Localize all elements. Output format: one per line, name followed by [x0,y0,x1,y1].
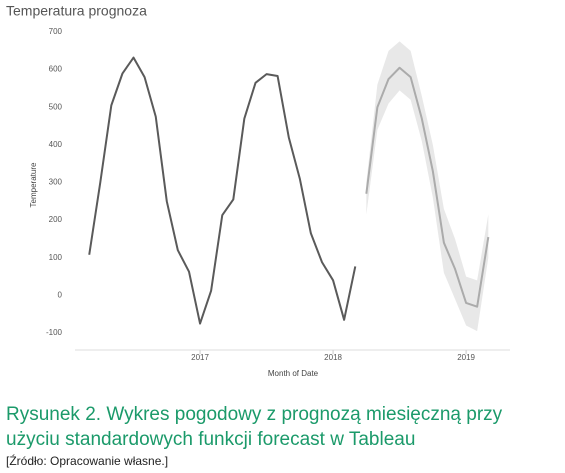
x-tick-label: 2018 [324,353,342,362]
y-tick-label: 700 [49,27,63,36]
x-axis-label: Month of Date [268,369,319,378]
y-tick-label: 100 [49,253,63,262]
y-tick-label: 500 [49,102,63,111]
y-tick-label: 0 [58,290,63,299]
line [88,56,357,325]
chart-title: Temperatura prognoza [6,3,147,19]
source: [Źródło: Opracowanie własne.] [6,453,168,468]
y-tick-label: 200 [49,215,63,224]
caption-line: Rysunek 2. Wykres pogodowy z prognozą mi… [6,404,503,425]
y-axis-label: Temperature [29,162,38,207]
line [365,66,490,308]
y-tick-label: 600 [49,65,63,74]
x-tick-label: 2017 [191,353,209,362]
caption-line: użyciu standardowych funkcji forecast w … [6,429,415,450]
forecast-band [366,41,489,332]
y-tick-label: 300 [49,178,63,187]
x-tick-label: 2019 [457,353,475,362]
y-tick-label: 400 [49,140,63,149]
y-tick-label: -100 [46,328,63,337]
